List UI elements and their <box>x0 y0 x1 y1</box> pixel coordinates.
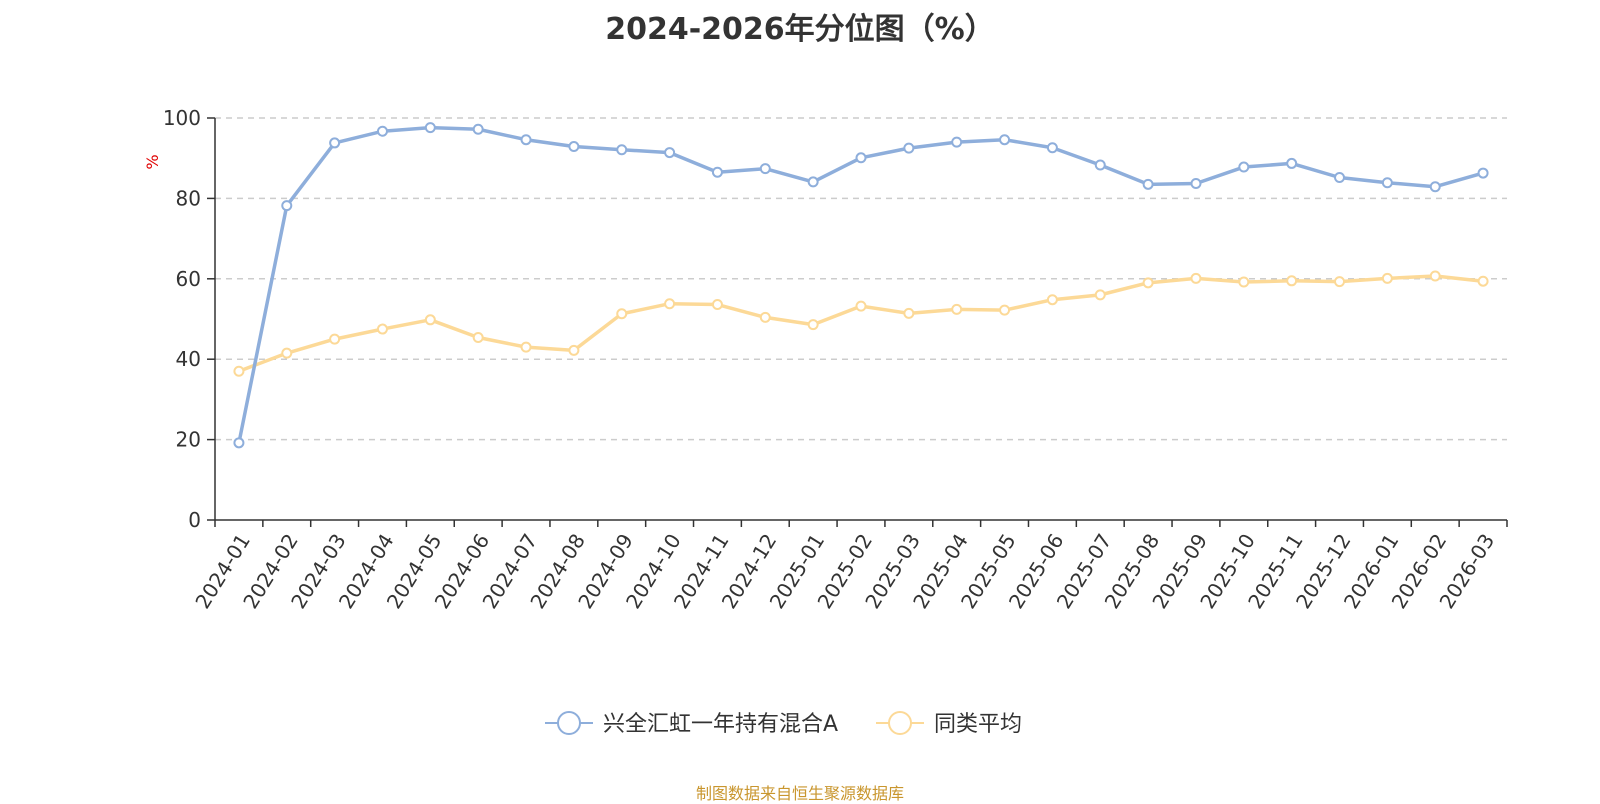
data-point <box>1190 272 1202 284</box>
data-point <box>1477 275 1489 287</box>
legend-label: 兴全汇虹一年持有混合A <box>603 712 838 737</box>
grid-layer <box>215 117 1507 441</box>
data-point <box>664 147 676 159</box>
y-tick-label: 0 <box>188 508 201 532</box>
data-point <box>424 314 436 326</box>
data-point <box>711 299 723 311</box>
data-point <box>1142 178 1154 190</box>
data-point <box>855 300 867 312</box>
data-point <box>329 137 341 149</box>
data-point <box>999 134 1011 146</box>
data-point <box>281 347 293 359</box>
data-point <box>233 365 245 377</box>
data-point <box>1046 294 1058 306</box>
data-point <box>616 144 628 156</box>
data-point <box>616 308 628 320</box>
data-point <box>807 319 819 331</box>
data-point <box>568 141 580 153</box>
data-point <box>1094 289 1106 301</box>
data-point <box>1238 161 1250 173</box>
legend: 兴全汇虹一年持有混合A 同类平均 <box>545 711 1022 737</box>
series-line <box>238 274 1484 373</box>
y-tick-label: 80 <box>176 186 201 210</box>
series-layer <box>233 122 1489 449</box>
data-point <box>472 331 484 343</box>
data-point <box>1334 171 1346 183</box>
data-point <box>1429 181 1441 193</box>
data-point <box>1286 275 1298 287</box>
y-tick-label: 20 <box>176 428 201 452</box>
data-point <box>520 134 532 146</box>
legend-swatch-circle <box>888 711 912 735</box>
data-point <box>711 166 723 178</box>
data-point <box>281 200 293 212</box>
data-point <box>424 122 436 134</box>
data-point <box>472 123 484 135</box>
data-point <box>999 304 1011 316</box>
series-0 <box>233 122 1489 449</box>
data-point <box>951 136 963 148</box>
data-point <box>664 298 676 310</box>
data-point <box>520 341 532 353</box>
y-tick-label: 100 <box>163 106 201 130</box>
data-point <box>376 125 388 137</box>
legend-item[interactable]: 兴全汇虹一年持有混合A <box>545 711 838 737</box>
data-point <box>233 437 245 449</box>
data-point <box>329 333 341 345</box>
y-tick-label: 40 <box>176 347 201 371</box>
data-point <box>1094 159 1106 171</box>
data-point <box>1142 277 1154 289</box>
data-point <box>568 344 580 356</box>
data-point <box>903 307 915 319</box>
data-point <box>1190 178 1202 190</box>
data-point <box>376 323 388 335</box>
y-axis-label: % <box>143 154 162 169</box>
legend-label: 同类平均 <box>934 712 1022 737</box>
legend-swatch-circle <box>557 711 581 735</box>
data-point <box>759 163 771 175</box>
data-point <box>1429 270 1441 282</box>
data-point <box>855 152 867 164</box>
data-point <box>759 311 771 323</box>
y-tick-label: 60 <box>176 267 201 291</box>
data-point <box>1334 276 1346 288</box>
legend-item[interactable]: 同类平均 <box>876 711 1022 737</box>
chart-title: 2024-2026年分位图（%） <box>605 12 995 47</box>
data-point <box>1046 142 1058 154</box>
data-point <box>1238 276 1250 288</box>
data-point <box>1286 157 1298 169</box>
data-point <box>1381 177 1393 189</box>
series-line <box>237 125 1484 444</box>
data-point <box>1381 272 1393 284</box>
data-point <box>1477 167 1489 179</box>
data-point <box>951 303 963 315</box>
source-note: 制图数据来自恒生聚源数据库 <box>695 784 904 803</box>
series-1 <box>233 270 1489 377</box>
data-point <box>903 142 915 154</box>
data-point <box>807 176 819 188</box>
